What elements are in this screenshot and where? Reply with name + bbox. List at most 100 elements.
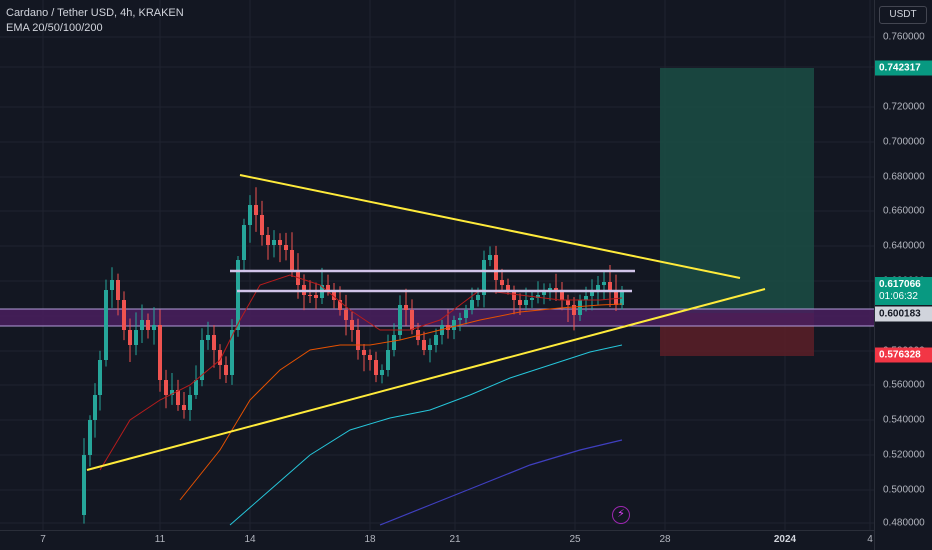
time-tick: 11 — [154, 534, 166, 545]
last-price-value: 0.617066 — [879, 279, 921, 290]
candle-body — [470, 300, 474, 310]
candle-body — [356, 330, 360, 350]
candle-body — [488, 255, 492, 260]
candle-body — [434, 335, 438, 345]
candle-body — [458, 318, 462, 320]
candle-body — [218, 350, 222, 365]
candle-body — [332, 290, 336, 300]
candle-body — [584, 296, 588, 300]
price-tick: 0.760000 — [883, 31, 925, 43]
price-tick: 0.540000 — [883, 414, 925, 426]
candle-body — [392, 335, 396, 350]
candle-body — [530, 298, 534, 300]
candle-body — [494, 255, 498, 280]
candle-body — [404, 305, 408, 310]
candle-body — [506, 285, 510, 290]
currency-selector[interactable]: USDT — [879, 6, 927, 24]
time-tick: 25 — [569, 534, 581, 545]
candle-body — [230, 330, 234, 375]
price-tick: 0.700000 — [883, 136, 925, 148]
indicator-label[interactable]: EMA 20/50/100/200 — [6, 22, 103, 34]
candle-body — [308, 295, 312, 296]
ema-100-line — [229, 344, 623, 526]
price-tick: 0.500000 — [883, 484, 925, 496]
candle-body — [578, 300, 582, 315]
candle-body — [212, 335, 216, 350]
ascending-trendline — [86, 288, 766, 471]
candle-body — [248, 205, 252, 225]
candle-body — [338, 300, 342, 310]
candle-body — [386, 350, 390, 370]
price-tick: 0.560000 — [883, 379, 925, 391]
candle-body — [476, 295, 480, 300]
candle-body — [524, 300, 528, 305]
candle-body — [452, 320, 456, 330]
candle-body — [236, 260, 240, 330]
candle-body — [350, 320, 354, 330]
time-tick: 14 — [244, 534, 256, 545]
candle-body — [398, 305, 402, 335]
candle-body — [158, 325, 162, 380]
candle-body — [518, 300, 522, 305]
target-zone — [660, 68, 814, 313]
candle-body — [146, 320, 150, 330]
ema-50-line — [179, 303, 623, 501]
time-tick: 4 — [867, 534, 873, 545]
candle-body — [104, 290, 108, 360]
candle-body — [164, 380, 168, 395]
time-tick: 7 — [40, 534, 46, 545]
candle-body — [314, 295, 318, 298]
candle-body — [380, 370, 384, 375]
level-price-badge: 0.600183 — [875, 306, 932, 322]
price-tick: 0.520000 — [883, 449, 925, 461]
ema-20-line — [99, 274, 623, 471]
grid — [0, 0, 874, 530]
target-price-badge: 0.742317 — [875, 60, 932, 76]
candle-body — [560, 292, 564, 300]
candle-body — [188, 395, 192, 410]
candle-body — [422, 340, 426, 350]
candle-body — [140, 320, 144, 330]
support-zone — [0, 309, 874, 326]
candle-body — [128, 330, 132, 345]
time-tick: 28 — [659, 534, 671, 545]
candle-body — [260, 215, 264, 235]
candle-body — [254, 205, 258, 215]
price-tick: 0.640000 — [883, 240, 925, 252]
ema-200-line — [379, 439, 623, 526]
price-chart[interactable] — [0, 0, 874, 530]
candle-body — [290, 250, 294, 270]
price-tick: 0.720000 — [883, 101, 925, 113]
candle-body — [608, 282, 612, 290]
candle-body — [110, 280, 114, 290]
candle-body — [272, 240, 276, 245]
candle-body — [206, 335, 210, 340]
candle-body — [602, 282, 606, 285]
candle-body — [182, 405, 186, 410]
time-axis[interactable]: 7 11 14 18 21 25 28 2024 4 — [0, 530, 874, 550]
candle-body — [284, 245, 288, 250]
candle-body — [512, 290, 516, 300]
symbol-title[interactable]: Cardano / Tether USD, 4h, KRAKEN — [6, 7, 184, 19]
lightning-icon[interactable]: ⚡ — [612, 506, 630, 524]
time-tick: 18 — [364, 534, 376, 545]
candle-body — [278, 240, 282, 245]
candle-body — [362, 350, 366, 355]
candle-body — [566, 300, 570, 305]
price-axis[interactable]: USDT 0.7600000.7400000.7200000.7000000.6… — [874, 0, 932, 550]
last-price-badge: 0.617066 01:06:32 — [875, 277, 932, 305]
candle-body — [88, 420, 92, 455]
chart-area[interactable]: Cardano / Tether USD, 4h, KRAKEN EMA 20/… — [0, 0, 874, 530]
candle-body — [122, 300, 126, 330]
candle-body — [590, 290, 594, 296]
chart-legend: Cardano / Tether USD, 4h, KRAKEN EMA 20/… — [6, 6, 184, 36]
candle-body — [176, 390, 180, 405]
candle-body — [410, 310, 414, 330]
candle-body — [134, 330, 138, 345]
candle-body — [482, 260, 486, 295]
candle-body — [344, 310, 348, 320]
price-tick: 0.480000 — [883, 517, 925, 529]
descending-trendline — [239, 174, 741, 279]
candle-body — [224, 365, 228, 375]
candle-body — [374, 360, 378, 375]
